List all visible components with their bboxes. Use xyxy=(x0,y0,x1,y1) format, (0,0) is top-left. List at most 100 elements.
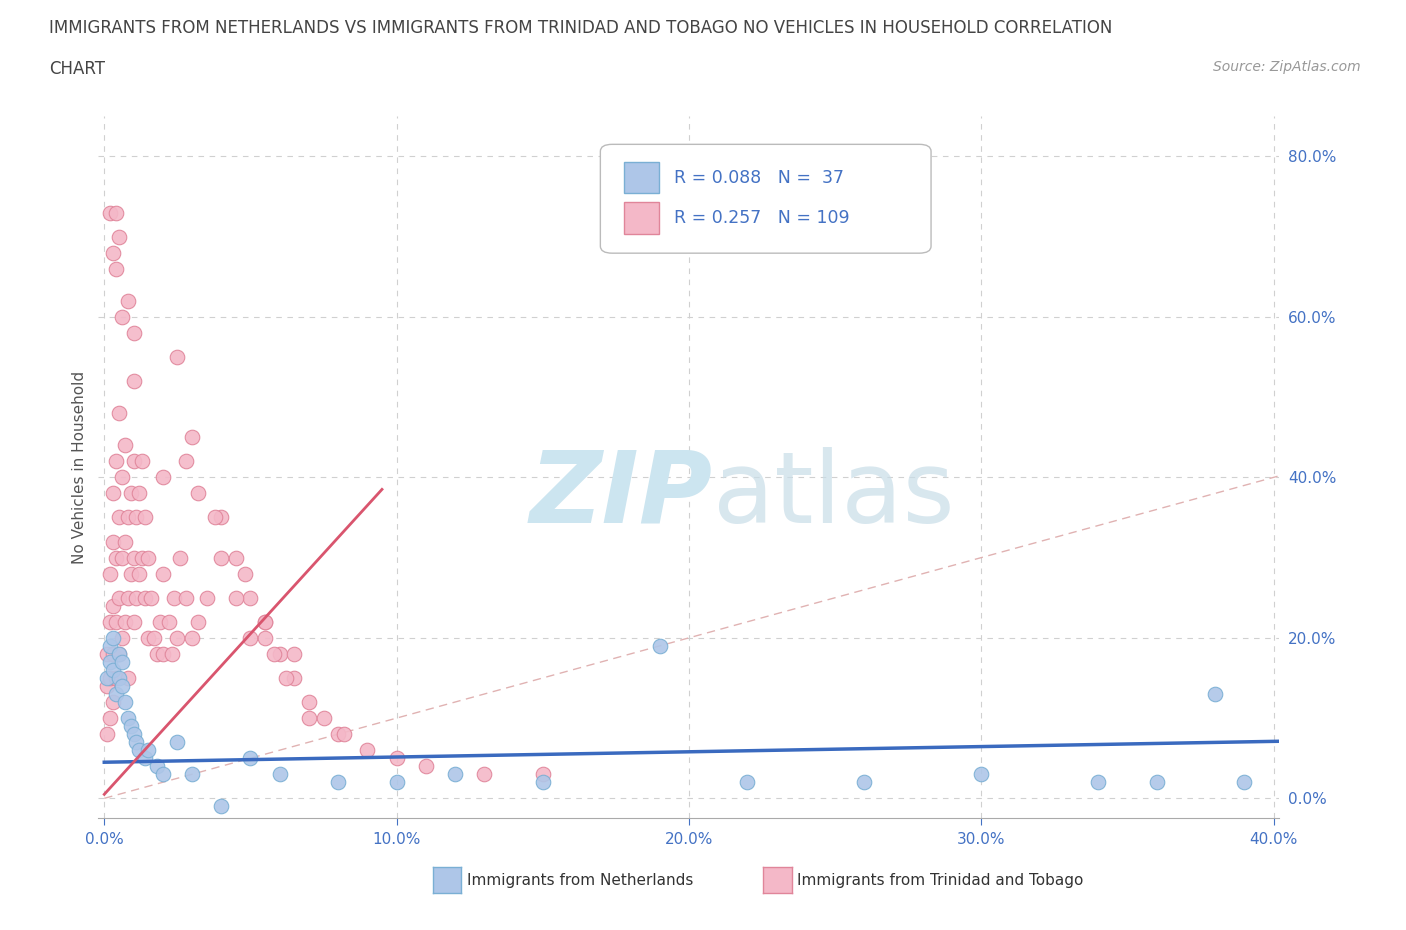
Point xyxy=(114,695,136,710)
Point xyxy=(209,799,232,814)
Point xyxy=(131,551,153,565)
Point xyxy=(254,615,277,630)
Point xyxy=(298,711,321,725)
Point xyxy=(96,726,118,741)
Text: Source: ZipAtlas.com: Source: ZipAtlas.com xyxy=(1213,60,1361,74)
Point xyxy=(157,615,180,630)
Point xyxy=(117,711,139,725)
Point xyxy=(98,206,121,220)
Point xyxy=(96,671,118,685)
Point xyxy=(108,510,131,525)
Text: Immigrants from Netherlands: Immigrants from Netherlands xyxy=(467,873,693,888)
Point xyxy=(120,486,142,501)
Point xyxy=(122,615,145,630)
Point xyxy=(104,454,127,469)
Text: Immigrants from Trinidad and Tobago: Immigrants from Trinidad and Tobago xyxy=(797,873,1084,888)
Point xyxy=(356,743,378,758)
Point xyxy=(98,671,121,685)
Point xyxy=(131,454,153,469)
Point xyxy=(117,293,139,308)
Point xyxy=(174,591,197,605)
Point xyxy=(263,646,285,661)
Point xyxy=(204,510,226,525)
Point xyxy=(122,374,145,389)
Point xyxy=(160,646,183,661)
Point xyxy=(181,767,204,782)
Point xyxy=(146,646,169,661)
Point xyxy=(101,662,124,677)
Point xyxy=(187,615,209,630)
Point xyxy=(152,470,174,485)
Point xyxy=(239,751,262,765)
Point xyxy=(134,751,156,765)
Point xyxy=(128,486,150,501)
Point xyxy=(970,767,993,782)
Point xyxy=(174,454,197,469)
Point xyxy=(128,743,150,758)
Point xyxy=(415,759,437,774)
Point xyxy=(111,631,134,645)
Point xyxy=(648,638,671,653)
Point xyxy=(98,638,121,653)
Point xyxy=(312,711,335,725)
Text: R = 0.257   N = 109: R = 0.257 N = 109 xyxy=(673,209,849,227)
Point xyxy=(136,631,159,645)
Point xyxy=(136,551,159,565)
Point xyxy=(120,566,142,581)
Point xyxy=(98,566,121,581)
Point xyxy=(114,615,136,630)
Point xyxy=(108,229,131,244)
Point xyxy=(98,711,121,725)
Point xyxy=(166,350,188,365)
Point xyxy=(122,454,145,469)
Point xyxy=(104,261,127,276)
Point xyxy=(187,486,209,501)
Point xyxy=(108,591,131,605)
Point xyxy=(117,671,139,685)
Bar xyxy=(624,162,659,193)
Point xyxy=(239,631,262,645)
Point xyxy=(152,767,174,782)
Point xyxy=(101,534,124,549)
Point xyxy=(101,646,124,661)
Point xyxy=(117,591,139,605)
Point xyxy=(1087,775,1109,790)
Point xyxy=(101,486,124,501)
Y-axis label: No Vehicles in Household: No Vehicles in Household xyxy=(72,371,87,564)
Point xyxy=(269,767,291,782)
Point xyxy=(225,591,247,605)
Point xyxy=(326,775,349,790)
Point xyxy=(143,631,166,645)
Point xyxy=(1233,775,1256,790)
Point xyxy=(117,510,139,525)
Point xyxy=(122,726,145,741)
Point xyxy=(98,655,121,670)
Point xyxy=(101,246,124,260)
Point xyxy=(134,591,156,605)
Point xyxy=(111,470,134,485)
Point xyxy=(125,591,148,605)
Point xyxy=(283,671,305,685)
Point xyxy=(120,719,142,734)
Point xyxy=(233,566,256,581)
Point xyxy=(111,310,134,325)
Point xyxy=(101,695,124,710)
Point xyxy=(152,646,174,661)
Point xyxy=(101,598,124,613)
Text: CHART: CHART xyxy=(49,60,105,78)
Point xyxy=(274,671,297,685)
Point xyxy=(152,566,174,581)
Point xyxy=(385,775,408,790)
Point xyxy=(108,646,131,661)
Text: R = 0.088   N =  37: R = 0.088 N = 37 xyxy=(673,169,844,187)
Point xyxy=(108,405,131,420)
Point xyxy=(283,646,305,661)
Point xyxy=(195,591,218,605)
Point xyxy=(146,759,169,774)
Point xyxy=(239,591,262,605)
Point xyxy=(1204,686,1226,701)
Point xyxy=(298,695,321,710)
Point xyxy=(104,686,127,701)
Point xyxy=(125,735,148,750)
Point xyxy=(98,615,121,630)
